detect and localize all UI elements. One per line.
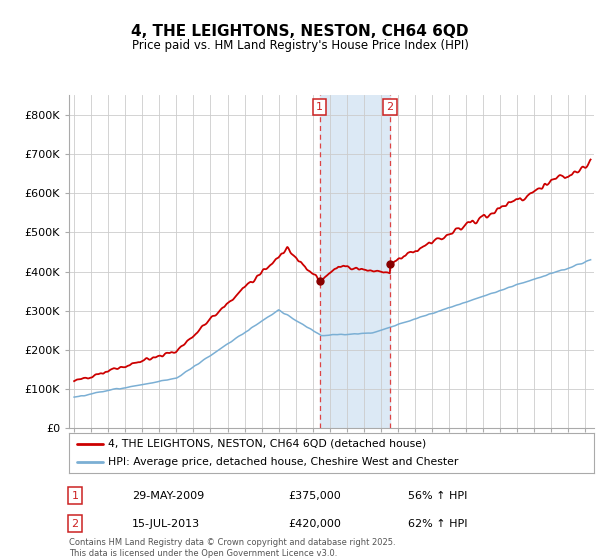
Text: Price paid vs. HM Land Registry's House Price Index (HPI): Price paid vs. HM Land Registry's House … bbox=[131, 39, 469, 52]
Text: 15-JUL-2013: 15-JUL-2013 bbox=[132, 519, 200, 529]
Text: 4, THE LEIGHTONS, NESTON, CH64 6QD (detached house): 4, THE LEIGHTONS, NESTON, CH64 6QD (deta… bbox=[109, 439, 427, 449]
Text: 4, THE LEIGHTONS, NESTON, CH64 6QD: 4, THE LEIGHTONS, NESTON, CH64 6QD bbox=[131, 24, 469, 39]
Text: 1: 1 bbox=[71, 491, 79, 501]
Text: 2: 2 bbox=[71, 519, 79, 529]
Text: HPI: Average price, detached house, Cheshire West and Chester: HPI: Average price, detached house, Ches… bbox=[109, 458, 459, 467]
Text: 1: 1 bbox=[316, 102, 323, 112]
Text: £420,000: £420,000 bbox=[288, 519, 341, 529]
Text: £375,000: £375,000 bbox=[288, 491, 341, 501]
Text: 29-MAY-2009: 29-MAY-2009 bbox=[132, 491, 204, 501]
Bar bbox=[320, 95, 390, 428]
Text: 62% ↑ HPI: 62% ↑ HPI bbox=[408, 519, 467, 529]
Text: 56% ↑ HPI: 56% ↑ HPI bbox=[408, 491, 467, 501]
Text: Contains HM Land Registry data © Crown copyright and database right 2025.
This d: Contains HM Land Registry data © Crown c… bbox=[69, 538, 395, 558]
Text: 2: 2 bbox=[386, 102, 394, 112]
